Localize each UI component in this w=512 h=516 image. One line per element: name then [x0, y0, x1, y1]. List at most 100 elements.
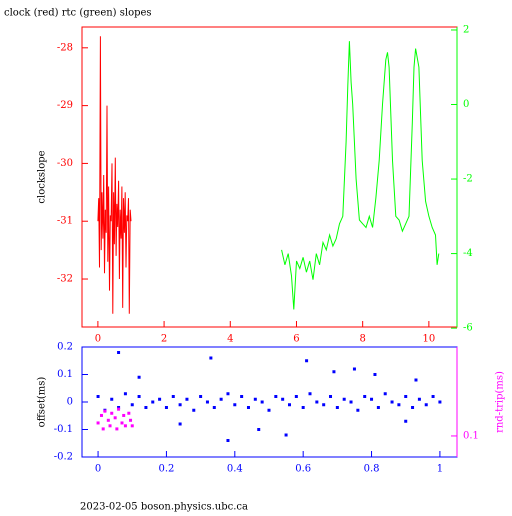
- data-point: [294, 395, 298, 398]
- data-point: [209, 356, 213, 360]
- data-line: [281, 41, 440, 310]
- x-tick-label: 0.8: [364, 464, 380, 475]
- y2-tick-label: 0: [463, 99, 469, 110]
- x-tick-label: 0: [95, 334, 101, 345]
- data-point: [332, 370, 336, 374]
- data-point: [315, 400, 319, 404]
- data-point: [123, 392, 127, 396]
- data-point: [137, 375, 141, 379]
- chart-title: clock (red) rtc (green) slopes: [4, 8, 152, 19]
- data-point: [322, 403, 326, 407]
- data-point: [376, 406, 380, 409]
- y2-tick-label: 0.1: [463, 430, 479, 441]
- data-point: [122, 413, 126, 417]
- y2-tick-label: 2: [463, 24, 469, 35]
- data-point: [123, 424, 127, 428]
- data-point: [185, 397, 189, 401]
- data-point: [404, 419, 408, 423]
- data-point: [390, 400, 394, 404]
- data-point: [308, 392, 312, 396]
- data-point: [199, 395, 203, 398]
- y-tick-label: -28: [57, 42, 73, 53]
- data-point: [144, 406, 148, 409]
- data-point: [171, 395, 175, 398]
- data-point: [284, 433, 288, 437]
- y-tick-label: 0: [67, 397, 73, 408]
- data-point: [246, 406, 250, 409]
- data-point: [305, 359, 309, 363]
- data-point: [281, 397, 285, 401]
- data-point: [397, 403, 401, 407]
- data-point: [219, 397, 223, 401]
- data-point: [113, 416, 117, 420]
- data-point: [431, 395, 435, 398]
- data-point: [117, 407, 121, 411]
- data-point: [267, 408, 271, 412]
- y-tick-label: -32: [57, 274, 73, 285]
- data-point: [96, 395, 100, 398]
- data-point: [352, 367, 356, 371]
- data-point: [120, 421, 124, 425]
- data-point: [96, 421, 100, 425]
- data-point: [110, 397, 114, 401]
- data-point: [130, 403, 134, 407]
- y-tick-label: 0.1: [57, 369, 73, 380]
- data-point: [383, 392, 387, 396]
- y-tick-label: -30: [57, 158, 73, 169]
- data-point: [151, 400, 155, 404]
- data-point: [404, 395, 408, 398]
- data-point: [274, 395, 278, 398]
- data-point: [205, 400, 209, 404]
- data-point: [117, 406, 121, 409]
- y2-axis-label: rnd-trip(ms): [495, 371, 506, 433]
- data-point: [411, 406, 415, 409]
- data-point: [115, 427, 119, 431]
- data-point: [130, 424, 134, 428]
- data-point: [137, 395, 141, 398]
- data-point: [233, 403, 237, 407]
- data-point: [127, 411, 131, 415]
- data-point: [192, 408, 196, 412]
- data-point: [178, 422, 182, 426]
- data-point: [356, 408, 360, 412]
- data-point: [106, 418, 110, 422]
- data-point: [240, 395, 244, 398]
- x-tick-label: 1: [437, 464, 443, 475]
- data-point: [103, 409, 107, 413]
- data-point: [335, 406, 339, 409]
- y2-tick-label: -6: [463, 323, 473, 334]
- x-tick-label: 8: [359, 334, 365, 345]
- data-point: [287, 403, 291, 407]
- data-point: [342, 397, 346, 401]
- data-point: [101, 427, 105, 431]
- y-tick-label: -31: [57, 216, 73, 227]
- x-tick-label: 6: [293, 334, 299, 345]
- data-point: [164, 406, 168, 409]
- x-tick-label: 4: [227, 334, 233, 345]
- footer: 2023-02-05 boson.physics.ubc.ca: [80, 502, 248, 513]
- data-point: [438, 400, 442, 404]
- y-tick-label: -0.1: [54, 424, 73, 435]
- y-tick-label: 0.2: [57, 342, 73, 353]
- data-line: [97, 36, 132, 314]
- data-point: [417, 397, 421, 401]
- y-axis-label: offset(ms): [37, 377, 48, 428]
- data-point: [117, 351, 121, 354]
- y2-tick-label: -2: [463, 174, 473, 185]
- data-point: [99, 413, 103, 417]
- data-point: [301, 406, 305, 409]
- y-axis-label: clockslope: [37, 150, 48, 203]
- x-tick-label: 0: [95, 464, 101, 475]
- data-point: [108, 424, 112, 428]
- data-point: [414, 378, 418, 382]
- x-tick-label: 0.4: [227, 464, 243, 475]
- data-point: [329, 395, 333, 398]
- data-point: [178, 403, 182, 407]
- data-point: [363, 395, 367, 398]
- data-point: [212, 406, 216, 409]
- data-point: [110, 411, 114, 415]
- data-point: [260, 400, 264, 404]
- data-point: [424, 403, 428, 407]
